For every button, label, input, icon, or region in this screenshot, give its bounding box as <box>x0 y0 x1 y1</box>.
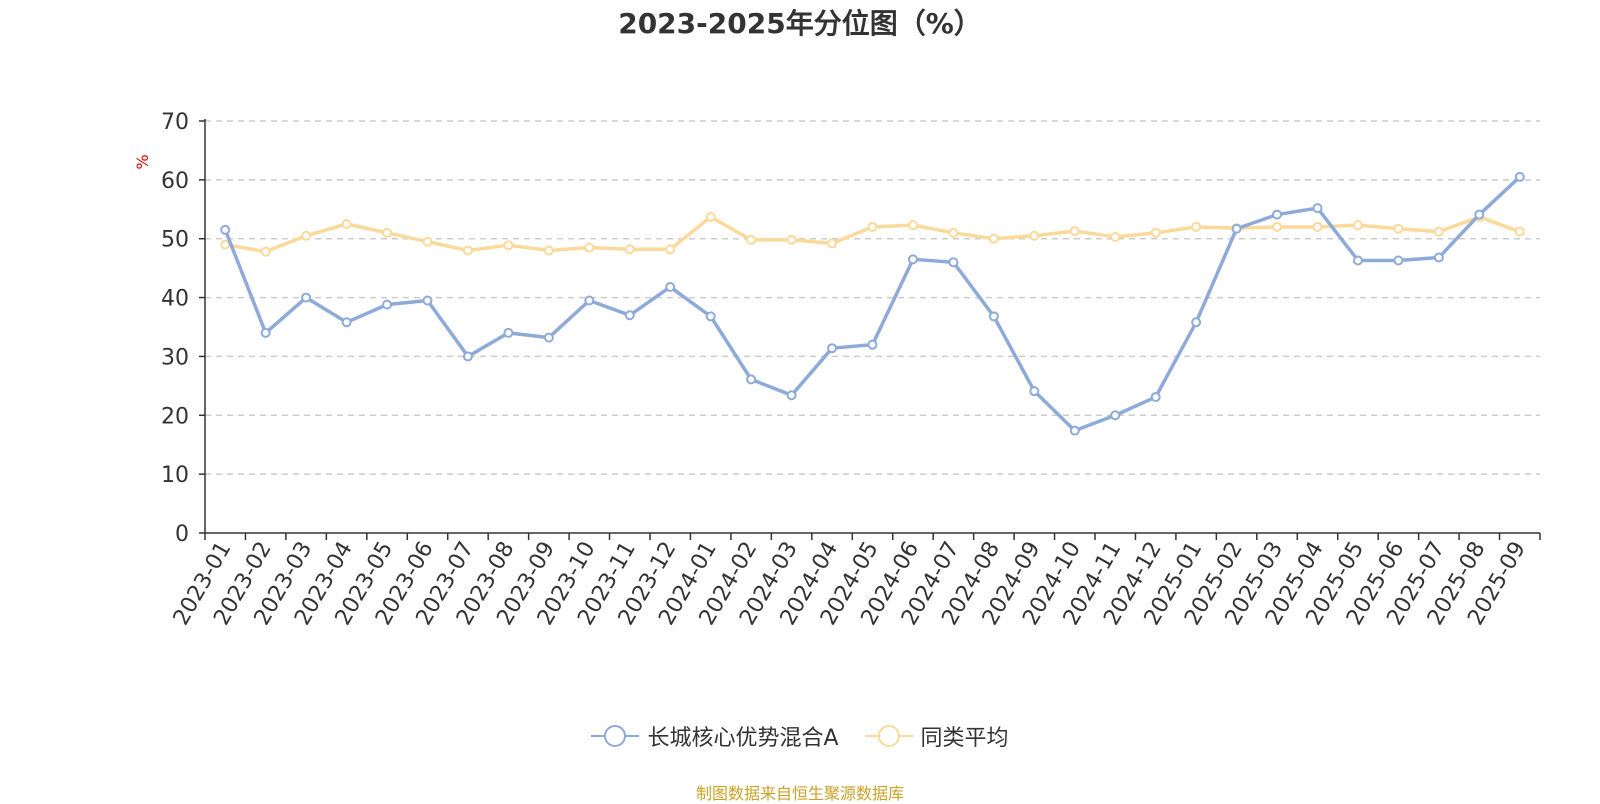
series-0-point-2024-01 <box>705 311 716 322</box>
series-1-point-2024-05 <box>867 221 878 232</box>
y-tick-label-0: 0 <box>175 522 189 547</box>
series-1-point-2023-04 <box>341 219 352 229</box>
series-0-point-2023-01 <box>220 224 231 235</box>
series-0-point-2025-06 <box>1393 255 1404 266</box>
series-line-0 <box>223 175 1522 433</box>
series-0-point-2024-09 <box>1029 386 1040 397</box>
series-0-point-2025-03 <box>1272 209 1283 220</box>
series-1-point-2025-01 <box>1191 221 1202 232</box>
series-1-point-2024-09 <box>1029 230 1040 241</box>
series-1-point-2024-12 <box>1150 227 1161 238</box>
legend-label-average: 同类平均 <box>920 726 1009 751</box>
series-1-point-2024-01 <box>705 211 716 222</box>
legend-marker-fund <box>591 725 640 747</box>
series-1-point-2024-07 <box>948 227 959 238</box>
series-1-point-2024-08 <box>988 233 999 244</box>
series-1-point-2024-03 <box>786 234 797 245</box>
series-0-point-2023-04 <box>341 317 352 328</box>
y-tick-label-20: 20 <box>161 404 189 429</box>
series-1-point-2025-04 <box>1312 221 1323 232</box>
series-0-point-2024-08 <box>988 311 999 322</box>
y-tick-label-10: 10 <box>161 463 189 488</box>
series-0-point-2023-03 <box>301 292 312 303</box>
series-1-point-2023-07 <box>462 245 473 256</box>
series-0-point-2025-05 <box>1352 255 1363 266</box>
legend-item-average[interactable]: 同类平均 <box>864 720 1009 752</box>
legend-label-fund: 长城核心优势混合A <box>647 726 839 751</box>
series-1-point-2023-08 <box>503 240 514 251</box>
series-0-point-2023-07 <box>462 351 473 362</box>
chart-legend: 长城核心优势混合A 同类平均 <box>0 720 1600 752</box>
legend-item-fund[interactable]: 长城核心优势混合A <box>591 720 839 752</box>
series-1-point-2024-06 <box>907 220 918 231</box>
series-0-point-2025-07 <box>1433 252 1444 263</box>
series-1-point-2023-02 <box>260 246 271 257</box>
series-0-point-2023-02 <box>260 327 271 338</box>
series-1-point-2023-05 <box>382 227 393 238</box>
series-1-point-2024-10 <box>1069 226 1080 237</box>
series-1-point-2025-09 <box>1514 226 1525 237</box>
series-0-point-2024-07 <box>948 257 959 268</box>
series-1-point-2023-12 <box>665 244 676 255</box>
series-0-point-2024-06 <box>907 254 918 265</box>
y-tick-label-70: 70 <box>161 110 189 135</box>
series-0-point-2024-02 <box>746 374 757 385</box>
series-0-point-2024-11 <box>1110 410 1121 421</box>
chart-title: 2023-2025年分位图（%） <box>618 7 982 40</box>
series-1-point-2024-02 <box>746 234 757 245</box>
series-1-point-2024-11 <box>1110 231 1121 242</box>
series-0-point-2024-05 <box>867 339 878 350</box>
series-0-point-2025-08 <box>1474 209 1485 220</box>
y-tick-label-60: 60 <box>161 169 189 194</box>
legend-marker-average <box>864 725 913 747</box>
series-0-point-2024-04 <box>827 343 838 354</box>
series-1-point-2023-09 <box>543 245 554 256</box>
series-1-point-2024-04 <box>827 238 838 249</box>
y-tick-label-40: 40 <box>161 287 189 312</box>
y-tick-label-50: 50 <box>161 228 189 253</box>
series-0-point-2024-12 <box>1150 392 1161 403</box>
series-0-point-2023-09 <box>543 332 554 343</box>
series-0-point-2023-06 <box>422 295 433 306</box>
series-1-point-2025-05 <box>1352 220 1363 231</box>
series-1-point-2023-11 <box>624 244 635 255</box>
series-0-point-2025-09 <box>1514 171 1525 182</box>
series-0-point-2024-03 <box>786 390 797 401</box>
series-0-point-2023-12 <box>665 281 676 292</box>
y-tick-label-30: 30 <box>161 345 189 370</box>
series-0-point-2023-05 <box>382 299 393 310</box>
series-1-point-2025-06 <box>1393 223 1404 234</box>
series-1-point-2023-06 <box>422 236 433 247</box>
series-1-point-2025-03 <box>1272 221 1283 232</box>
series-1-point-2023-10 <box>584 242 595 253</box>
series-0-point-2023-11 <box>624 310 635 321</box>
series-1-point-2023-03 <box>301 230 312 241</box>
series-0-point-2024-10 <box>1069 425 1080 436</box>
series-0-point-2025-04 <box>1312 203 1323 214</box>
series-0-point-2025-02 <box>1231 223 1242 234</box>
y-axis-label: % <box>133 154 152 169</box>
series-0-point-2025-01 <box>1191 317 1202 328</box>
series-1-point-2025-07 <box>1433 226 1444 237</box>
series-0-point-2023-10 <box>584 295 595 306</box>
series-0-point-2023-08 <box>503 327 514 338</box>
source-note: 制图数据来自恒生聚源数据库 <box>695 784 904 803</box>
